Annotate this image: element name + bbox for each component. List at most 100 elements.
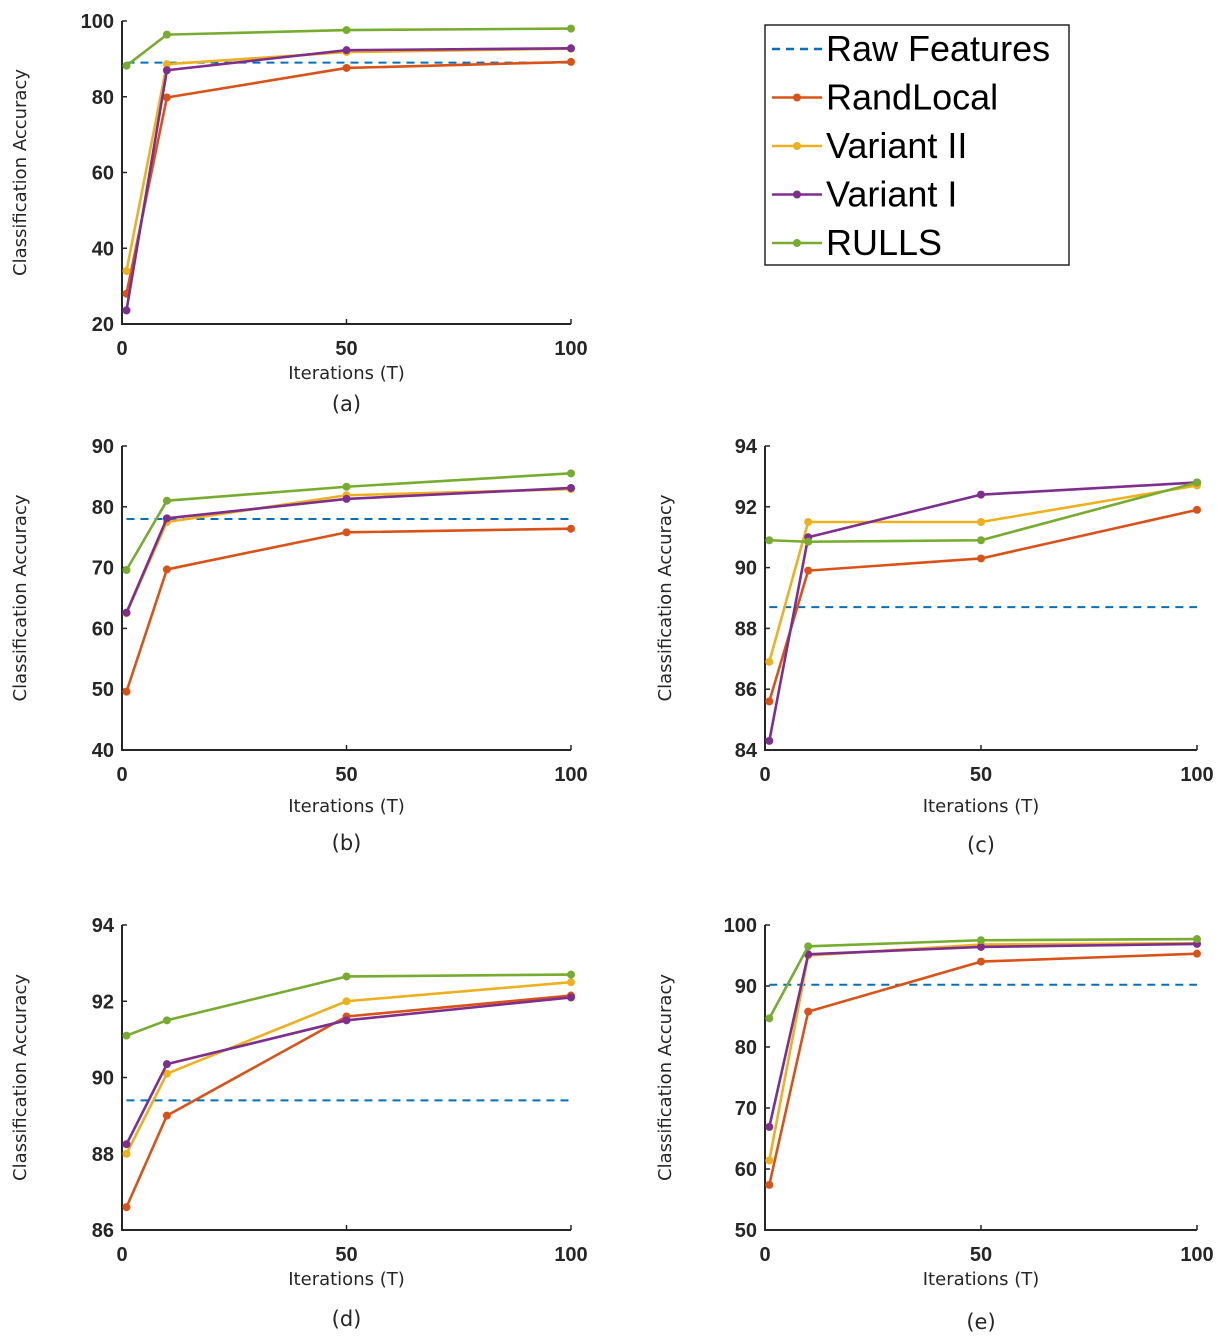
data-point-randlocal — [765, 697, 774, 706]
series-line-variant-i — [125, 46, 572, 311]
series-line-variant-ii — [125, 980, 572, 1155]
y-tick-label: 92 — [92, 991, 114, 1013]
series-line-randlocal — [768, 952, 1198, 1186]
data-point-variant-i — [162, 66, 171, 75]
legend-marker-randlocal — [793, 93, 801, 102]
x-axis-title: Iterations (T) — [288, 363, 405, 384]
legend-marker-variant-i — [793, 190, 801, 199]
data-point-rulls — [765, 536, 774, 545]
data-point-rulls — [122, 1031, 131, 1040]
subplot-b: 40 50 60 70 80 90 0 50 100 Iterations (T) Classifi… — [10, 436, 588, 855]
legend-label-rulls: RULLS — [826, 222, 942, 263]
data-point-variant-ii — [342, 997, 351, 1006]
data-point-rulls — [804, 537, 813, 546]
x-tick-label: 0 — [116, 764, 127, 786]
data-point-randlocal — [162, 565, 171, 574]
data-point-variant-ii — [804, 518, 813, 526]
data-point-variant-i — [122, 608, 131, 617]
x-tick-label: 50 — [970, 1244, 992, 1266]
x-tick-label: 0 — [116, 338, 127, 360]
data-point-variant-i — [122, 1140, 131, 1149]
y-tick-label: 94 — [735, 436, 758, 458]
y-tick-label: 60 — [92, 618, 114, 640]
y-tick-label: 100 — [81, 11, 114, 33]
y-tick-label: 80 — [735, 1037, 757, 1059]
x-tick-label: 0 — [759, 1244, 770, 1266]
y-tick-label: 90 — [735, 558, 757, 580]
data-point-randlocal — [342, 528, 351, 537]
series-line-variant-ii — [125, 487, 572, 614]
data-point-variant-i — [765, 1122, 774, 1131]
legend: Raw Features RandLocal Variant II Variant I… — [764, 24, 1070, 266]
data-point-randlocal — [977, 554, 985, 563]
x-tick-label: 100 — [554, 338, 587, 360]
y-tick-label: 84 — [735, 740, 758, 762]
y-tick-label: 60 — [92, 163, 114, 185]
y-tick-label: 60 — [735, 1159, 757, 1181]
series-line-variant-ii — [768, 484, 1198, 663]
data-point-variant-i — [342, 494, 351, 503]
legend-label-randlocal: RandLocal — [826, 77, 998, 118]
data-point-rulls — [977, 536, 985, 545]
y-tick-label: 90 — [92, 436, 114, 458]
data-point-rulls — [765, 1014, 774, 1023]
data-point-rulls — [342, 972, 351, 981]
data-point-randlocal — [162, 93, 171, 102]
legend-marker-variant-ii — [793, 142, 801, 150]
y-tick-label: 40 — [92, 238, 114, 260]
y-tick-label: 94 — [92, 915, 115, 937]
data-point-rulls — [162, 496, 171, 505]
data-point-rulls — [567, 469, 575, 478]
data-point-variant-ii — [162, 1069, 171, 1078]
x-tick-label: 0 — [759, 764, 770, 786]
series-line-randlocal — [125, 527, 572, 693]
data-point-rulls — [122, 61, 131, 70]
data-point-variant-ii — [162, 60, 171, 69]
series-line-rulls — [768, 937, 1198, 1019]
series-line-variant-i — [768, 481, 1198, 742]
data-point-rulls — [567, 970, 575, 979]
y-tick-label: 92 — [735, 497, 757, 519]
x-tick-label: 50 — [335, 338, 357, 360]
x-axis-title: Iterations (T) — [923, 1269, 1040, 1290]
data-point-variant-i — [122, 306, 131, 315]
data-point-randlocal — [342, 63, 351, 72]
data-point-randlocal — [765, 1180, 774, 1189]
subplot-c: 84 86 88 90 92 94 0 50 100 Iterations (T) Classifi… — [655, 436, 1214, 857]
subplot-caption: (b) — [332, 831, 362, 855]
y-axis-title: Classification Accuracy — [10, 974, 31, 1181]
y-tick-label: 80 — [92, 87, 114, 109]
y-axis-title: Classification Accuracy — [10, 69, 31, 276]
series-line-rulls — [769, 481, 1198, 544]
series-line-rulls — [125, 472, 572, 571]
y-tick-label: 88 — [92, 1144, 114, 1166]
data-point-variant-i — [765, 736, 774, 745]
y-tick-label: 90 — [92, 1068, 114, 1090]
y-tick-label: 50 — [92, 679, 114, 701]
y-tick-label: 50 — [735, 1220, 757, 1242]
data-point-randlocal — [804, 566, 813, 575]
series-line-variant-i — [125, 996, 572, 1145]
y-axis-title: Classification Accuracy — [655, 974, 676, 1181]
series-line-variant-i — [768, 942, 1198, 1128]
y-tick-label: 88 — [735, 618, 757, 640]
data-point-randlocal — [1193, 949, 1201, 958]
series-line-variant-ii — [125, 47, 572, 272]
data-point-variant-ii — [122, 266, 131, 275]
series-line-rulls — [126, 973, 572, 1037]
series-line-variant-i — [125, 486, 572, 614]
x-axis-title: Iterations (T) — [288, 1269, 405, 1290]
data-point-rulls — [162, 30, 171, 39]
x-tick-label: 100 — [554, 1244, 587, 1266]
data-point-variant-i — [567, 483, 575, 492]
y-tick-label: 80 — [92, 497, 114, 519]
legend-label-variant-ii: Variant II — [826, 125, 967, 166]
data-point-randlocal — [1193, 505, 1201, 514]
data-point-randlocal — [122, 687, 131, 696]
legend-label-raw-features: Raw Features — [826, 28, 1050, 69]
y-tick-label: 70 — [92, 558, 114, 580]
data-point-rulls — [977, 936, 985, 945]
